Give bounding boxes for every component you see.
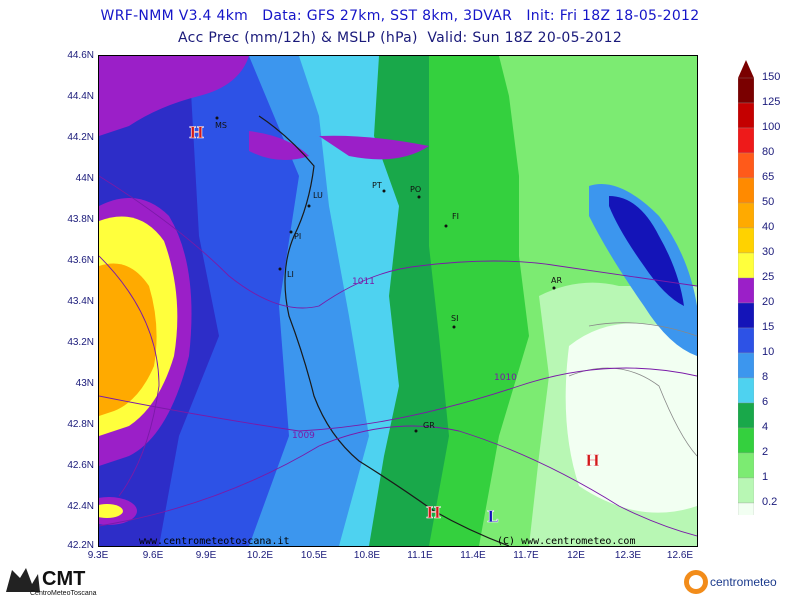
watermark-left: www.centrometeotoscana.it bbox=[139, 536, 290, 546]
centrometeo-logo-text: centrometeo bbox=[710, 575, 777, 589]
low-pressure-center: L bbox=[487, 507, 498, 526]
precipitation-map: 1011 1010 1009 MS LU PT PO PI FI LI AR S… bbox=[98, 55, 698, 547]
scale-swatch bbox=[738, 427, 754, 454]
isobar-label-1011: 1011 bbox=[352, 277, 375, 287]
lon-label: 9.9E bbox=[195, 550, 217, 561]
scale-swatch bbox=[738, 102, 754, 129]
scale-swatch bbox=[738, 252, 754, 279]
lon-label: 12E bbox=[567, 550, 585, 561]
scale-label: 50 bbox=[762, 196, 775, 208]
lon-label: 10.2E bbox=[246, 550, 274, 561]
scale-swatch bbox=[738, 77, 754, 104]
scale-swatch bbox=[738, 152, 754, 179]
scale-label: 0.2 bbox=[762, 496, 778, 508]
watermark-right: (C) www.centrometeo.com bbox=[497, 536, 635, 546]
lon-label: 12.3E bbox=[614, 550, 642, 561]
lon-label: 12.6E bbox=[666, 550, 694, 561]
precipitation-color-scale bbox=[738, 60, 754, 515]
lon-label: 10.8E bbox=[353, 550, 381, 561]
scale-label: 125 bbox=[762, 96, 781, 108]
city-ar: AR bbox=[551, 276, 562, 285]
scale-swatch bbox=[738, 402, 754, 429]
lat-label: 43.8N bbox=[67, 214, 94, 225]
lat-label: 42.8N bbox=[67, 419, 94, 430]
lon-label: 11.4E bbox=[460, 550, 486, 561]
city-ms: MS bbox=[215, 121, 227, 130]
lat-label: 43.6N bbox=[67, 255, 94, 266]
high-pressure-center-3: H bbox=[426, 503, 441, 522]
lat-label: 43N bbox=[75, 378, 94, 389]
high-pressure-center-2: H bbox=[585, 451, 600, 470]
lon-label: 10.5E bbox=[300, 550, 328, 561]
lon-label: 11.7E bbox=[513, 550, 539, 561]
scale-swatch bbox=[738, 202, 754, 229]
scale-swatch bbox=[738, 127, 754, 154]
scale-swatch bbox=[738, 327, 754, 354]
lat-label: 42.4N bbox=[67, 501, 94, 512]
lon-label: 9.6E bbox=[142, 550, 164, 561]
high-pressure-center-1: H bbox=[189, 123, 204, 142]
scale-label: 40 bbox=[762, 221, 775, 233]
scale-label: 10 bbox=[762, 346, 775, 358]
lat-label: 44.4N bbox=[67, 91, 94, 102]
scale-swatch bbox=[738, 227, 754, 254]
scale-arrow bbox=[738, 60, 754, 78]
cmt-logo: CMT CentroMeteoToscana bbox=[2, 562, 122, 598]
lon-label: 9.3E bbox=[87, 550, 109, 561]
isobar-label-1010: 1010 bbox=[494, 373, 517, 383]
scale-label: 2 bbox=[762, 446, 769, 458]
city-gr: GR bbox=[423, 421, 435, 430]
lat-label: 44.2N bbox=[67, 132, 94, 143]
scale-label: 8 bbox=[762, 371, 769, 383]
city-lu: LU bbox=[313, 191, 323, 200]
city-markers: MS LU PT PO PI FI LI AR SI GR bbox=[215, 116, 562, 433]
scale-label: 30 bbox=[762, 246, 775, 258]
lat-label: 42.2N bbox=[67, 540, 94, 551]
lat-label: 43.2N bbox=[67, 337, 94, 348]
scale-swatch bbox=[738, 452, 754, 479]
lat-label: 42.6N bbox=[67, 460, 94, 471]
title-line-1: WRF-NMM V3.4 4km Data: GFS 27km, SST 8km… bbox=[100, 8, 700, 24]
scale-label: 80 bbox=[762, 146, 775, 158]
scale-swatch bbox=[738, 277, 754, 304]
city-fi: FI bbox=[452, 212, 459, 221]
city-li: LI bbox=[287, 270, 294, 279]
isobar-label-1009: 1009 bbox=[292, 431, 315, 441]
scale-swatch bbox=[738, 502, 754, 515]
scale-swatch bbox=[738, 377, 754, 404]
cmt-logo-text: CMT bbox=[42, 568, 85, 590]
scale-label: 15 bbox=[762, 321, 775, 333]
scale-label: 20 bbox=[762, 296, 775, 308]
lat-label: 44N bbox=[75, 173, 94, 184]
city-pi: PI bbox=[294, 232, 301, 241]
scale-swatch bbox=[738, 177, 754, 204]
city-pt: PT bbox=[372, 181, 382, 190]
centrometeo-logo: centrometeo bbox=[682, 566, 798, 598]
scale-swatch bbox=[738, 352, 754, 379]
scale-label: 6 bbox=[762, 396, 769, 408]
scale-label: 25 bbox=[762, 271, 775, 283]
lat-label: 43.4N bbox=[67, 296, 94, 307]
scale-swatch bbox=[738, 477, 754, 504]
city-si: SI bbox=[451, 314, 458, 323]
lat-label: 44.6N bbox=[67, 50, 94, 61]
title-line-2: Acc Prec (mm/12h) & MSLP (hPa) Valid: Su… bbox=[177, 30, 623, 46]
scale-label: 4 bbox=[762, 421, 769, 433]
scale-label: 100 bbox=[762, 121, 781, 133]
city-po: PO bbox=[410, 185, 421, 194]
cmt-logo-subtext: CentroMeteoToscana bbox=[30, 590, 97, 597]
scale-label: 1 bbox=[762, 471, 769, 483]
scale-label: 65 bbox=[762, 171, 775, 183]
scale-label: 150 bbox=[762, 71, 781, 83]
lon-label: 11.1E bbox=[407, 550, 433, 561]
scale-swatch bbox=[738, 302, 754, 329]
